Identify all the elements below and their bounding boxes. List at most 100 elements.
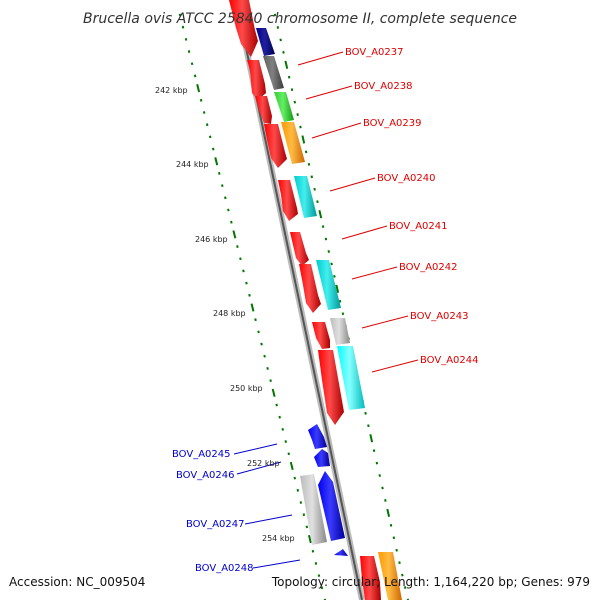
gene-features (229, 0, 402, 600)
minor-tick (317, 574, 321, 578)
minor-tick (199, 98, 203, 102)
minor-tick (278, 415, 281, 419)
minor-tick (311, 549, 315, 553)
minor-tick (313, 187, 316, 191)
gene-label[interactable]: BOV_A0246 (176, 470, 235, 481)
minor-tick (338, 299, 342, 303)
gene-label[interactable]: BOV_A0240 (377, 173, 436, 184)
major-tick (271, 388, 276, 397)
gene-label[interactable]: BOV_A0244 (420, 355, 479, 366)
label-leaders (233, 51, 419, 569)
minor-tick (290, 88, 294, 92)
minor-tick (398, 561, 401, 565)
label-leader-line (311, 122, 362, 139)
minor-tick (302, 513, 306, 517)
minor-tick (230, 220, 233, 224)
major-tick (232, 230, 237, 239)
tick-dots (178, 13, 410, 600)
minor-tick (187, 50, 191, 53)
major-tick (318, 210, 323, 219)
gene-labels-forward: BOV_A0237 BOV_A0238 BOV_A0239 BOV_A0240 … (345, 47, 479, 366)
gene-label[interactable]: BOV_A0241 (389, 221, 448, 232)
minor-tick (395, 548, 398, 552)
label-leader-line (361, 315, 409, 329)
minor-tick (221, 184, 224, 188)
major-tick (289, 461, 294, 471)
gene-label[interactable]: BOV_A0239 (363, 118, 422, 129)
gene-label[interactable]: BOV_A0238 (354, 81, 413, 92)
minor-tick (324, 237, 328, 241)
minor-tick (287, 75, 291, 79)
minor-tick (327, 250, 331, 253)
cog-box-teal (316, 260, 341, 310)
tick-label: 252 kbp (247, 459, 280, 468)
minor-tick (273, 13, 277, 17)
gene-label[interactable]: BOV_A0237 (345, 47, 404, 58)
minor-tick (364, 411, 367, 415)
tick-label: 254 kbp (262, 534, 295, 543)
minor-tick (314, 562, 318, 565)
minor-tick (333, 274, 336, 278)
minor-tick (224, 196, 227, 200)
label-leader-line (371, 359, 419, 373)
minor-tick (178, 13, 182, 17)
minor-tick (293, 100, 297, 104)
minor-tick (202, 111, 206, 114)
cog-box-silver (300, 474, 327, 545)
cds-reverse (308, 424, 327, 449)
gene-label[interactable]: BOV_A0243 (410, 311, 469, 322)
tick-labels: 242 kbp 244 kbp 246 kbp 248 kbp 250 kbp … (155, 86, 295, 543)
minor-tick (310, 175, 314, 179)
minor-tick (321, 225, 325, 228)
minor-tick (323, 598, 327, 600)
gene-label[interactable]: BOV_A0245 (172, 449, 231, 460)
minor-tick (287, 452, 291, 456)
minor-tick (239, 257, 242, 261)
minor-tick (330, 262, 333, 266)
gene-label[interactable]: BOV_A0247 (186, 519, 245, 530)
minor-tick (341, 312, 345, 316)
tick-label: 248 kbp (213, 309, 246, 318)
gene-label[interactable]: BOV_A0248 (195, 563, 254, 574)
minor-tick (299, 501, 303, 504)
minor-tick (263, 354, 266, 358)
tick-label: 242 kbp (155, 86, 188, 95)
major-tick (307, 534, 312, 544)
cds-forward (247, 60, 266, 100)
accession-text: Accession: NC_009504 (9, 575, 145, 589)
label-leader-line (233, 443, 278, 455)
minor-tick (307, 162, 311, 166)
minor-tick (284, 440, 287, 443)
cds-forward (278, 180, 298, 221)
minor-tick (269, 379, 272, 383)
cds-reverse (334, 549, 348, 556)
major-tick (335, 284, 340, 293)
minor-tick (254, 318, 257, 322)
cds-forward (360, 556, 381, 600)
minor-tick (392, 536, 396, 540)
minor-tick (266, 367, 269, 370)
cds-reverse (318, 471, 345, 541)
minor-tick (384, 499, 387, 502)
tick-label: 246 kbp (195, 235, 228, 244)
minor-tick (275, 403, 278, 407)
minor-tick (211, 147, 215, 151)
minor-tick (401, 573, 404, 577)
cog-box-orange (378, 552, 402, 600)
major-tick (386, 508, 391, 517)
cds-forward (264, 124, 287, 168)
minor-tick (375, 461, 379, 465)
minor-tick (304, 150, 308, 154)
minor-tick (184, 37, 188, 41)
gene-label[interactable]: BOV_A0242 (399, 262, 458, 273)
major-tick (369, 434, 374, 443)
minor-tick (296, 488, 300, 492)
minor-tick (282, 50, 285, 54)
topology-summary: Topology: circular; Length: 1,164,220 bp… (271, 575, 590, 589)
major-tick (284, 60, 289, 69)
minor-tick (236, 245, 239, 248)
tick-label: 250 kbp (230, 384, 263, 393)
major-tick (301, 135, 306, 144)
